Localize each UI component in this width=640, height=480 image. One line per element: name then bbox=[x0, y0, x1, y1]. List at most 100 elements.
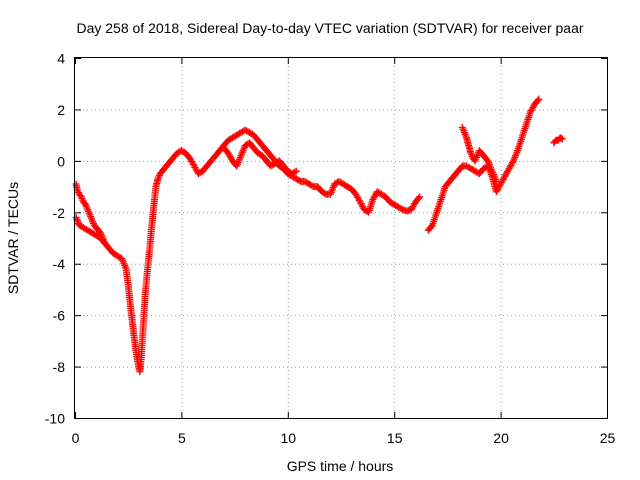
data-point bbox=[492, 176, 500, 184]
data-point bbox=[353, 192, 361, 200]
data-point bbox=[72, 213, 80, 221]
data-point bbox=[518, 132, 526, 140]
data-point bbox=[488, 167, 496, 175]
data-point bbox=[225, 151, 233, 159]
data-point bbox=[99, 234, 107, 242]
data-point bbox=[82, 201, 90, 209]
data-point bbox=[523, 119, 531, 127]
data-point bbox=[97, 229, 105, 237]
data-point bbox=[98, 232, 106, 240]
x-tick-label: 5 bbox=[178, 430, 186, 446]
data-point bbox=[326, 190, 334, 198]
data-point bbox=[227, 154, 235, 162]
data-point bbox=[85, 209, 93, 217]
data-point bbox=[512, 150, 520, 158]
data-point bbox=[490, 171, 498, 179]
data-point bbox=[498, 177, 506, 185]
data-point bbox=[487, 165, 495, 173]
data-point bbox=[495, 183, 503, 191]
data-point bbox=[431, 214, 439, 222]
data-point bbox=[77, 193, 85, 201]
data-point bbox=[430, 216, 438, 224]
data-point bbox=[87, 213, 95, 221]
data-point bbox=[434, 205, 442, 213]
data-point bbox=[519, 130, 527, 138]
data-point bbox=[234, 159, 242, 167]
data-point bbox=[86, 211, 94, 219]
data-point bbox=[506, 163, 514, 171]
data-point bbox=[510, 155, 518, 163]
data-point bbox=[492, 177, 500, 185]
data-point bbox=[89, 218, 97, 226]
x-tick-labels: 0 5 10 15 20 25 bbox=[72, 430, 616, 446]
data-point bbox=[513, 148, 521, 156]
data-point bbox=[485, 159, 493, 167]
data-point bbox=[187, 156, 195, 164]
data-point bbox=[435, 203, 443, 211]
data-point bbox=[88, 216, 96, 224]
data-point bbox=[521, 125, 529, 133]
data-point bbox=[329, 183, 337, 191]
data-point bbox=[120, 260, 128, 268]
data-point bbox=[87, 214, 95, 222]
data-point bbox=[370, 194, 378, 202]
data-point bbox=[467, 149, 475, 157]
data-point bbox=[233, 162, 241, 170]
data-point bbox=[236, 153, 244, 161]
data-points bbox=[72, 95, 566, 376]
data-point bbox=[496, 182, 504, 190]
y-tick-labels: 4 2 0 -2 -4 -6 -8 -10 bbox=[45, 51, 65, 427]
data-point bbox=[557, 134, 565, 142]
data-point bbox=[473, 152, 481, 160]
data-point bbox=[226, 152, 234, 160]
data-point bbox=[358, 201, 366, 209]
data-point bbox=[518, 134, 526, 142]
data-point bbox=[522, 123, 530, 131]
data-point bbox=[121, 263, 129, 271]
data-point bbox=[517, 137, 525, 145]
data-point bbox=[558, 135, 566, 143]
data-point bbox=[526, 108, 534, 116]
data-point bbox=[119, 258, 127, 266]
data-point bbox=[327, 189, 335, 197]
data-point bbox=[497, 180, 505, 188]
data-point bbox=[415, 194, 423, 202]
plot-frame bbox=[74, 57, 608, 419]
data-point bbox=[515, 141, 523, 149]
data-point bbox=[461, 130, 469, 138]
data-point bbox=[188, 157, 196, 165]
data-point bbox=[534, 96, 542, 104]
data-point bbox=[484, 157, 492, 165]
data-point bbox=[438, 194, 446, 202]
data-point bbox=[504, 166, 512, 174]
data-point bbox=[489, 169, 497, 177]
data-point bbox=[485, 160, 493, 168]
data-point bbox=[409, 203, 417, 211]
x-tick-label: 10 bbox=[281, 430, 297, 446]
data-point bbox=[236, 155, 244, 163]
data-point bbox=[494, 185, 502, 193]
data-point bbox=[427, 222, 435, 230]
data-point bbox=[472, 155, 480, 163]
data-point bbox=[433, 208, 441, 216]
data-point bbox=[407, 206, 415, 214]
data-point bbox=[74, 218, 82, 226]
data-point bbox=[432, 212, 440, 220]
data-point bbox=[291, 168, 299, 176]
data-point bbox=[356, 198, 364, 206]
data-point bbox=[490, 172, 498, 180]
y-axis-label: SDTVAR / TECUs bbox=[5, 182, 21, 294]
data-point bbox=[509, 157, 517, 165]
data-point bbox=[354, 193, 362, 201]
data-point bbox=[410, 201, 418, 209]
data-point bbox=[462, 132, 470, 140]
x-tick-label: 25 bbox=[600, 430, 616, 446]
data-point bbox=[238, 148, 246, 156]
data-point bbox=[503, 169, 511, 177]
data-point bbox=[78, 195, 86, 203]
data-point bbox=[240, 145, 248, 153]
data-point bbox=[82, 202, 90, 210]
data-point bbox=[439, 188, 447, 196]
data-point bbox=[190, 162, 198, 170]
